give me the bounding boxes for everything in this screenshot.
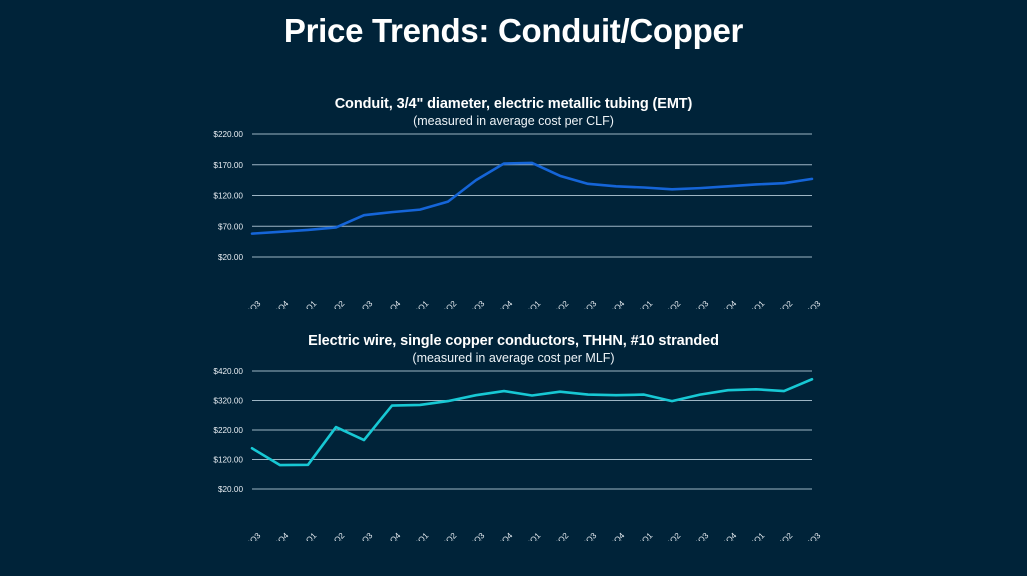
x-axis-tick-label: 2022Q1 (403, 299, 430, 309)
chart-xaxis-conduit: 2020Q32020Q42021Q12021Q22021Q32021Q42022… (235, 299, 822, 309)
x-axis-tick-label: 2025Q3 (795, 299, 822, 309)
x-axis-tick-label: 2020Q4 (263, 299, 290, 309)
x-axis-tick-label: 2023Q4 (599, 299, 626, 309)
chart-svg-conduit: $20.00 $70.00 $120.00 $170.00 $220.00 (213, 130, 814, 262)
x-axis-tick-label: 2022Q3 (459, 299, 486, 309)
x-axis-tick-label: 2023Q4 (599, 531, 626, 541)
y-axis-tick-label: $20.00 (218, 253, 243, 262)
y-axis-tick-label: $120.00 (213, 456, 243, 465)
x-axis-tick-label: 2021Q3 (347, 299, 374, 309)
plot-area-copper: $20.00 $120.00 $220.00 $320.00 $420.00 (0, 365, 1027, 495)
x-axis-tick-label: 2022Q2 (431, 299, 458, 309)
chart-title-conduit: Conduit, 3/4" diameter, electric metalli… (334, 96, 693, 112)
x-axis-tick-label: 2023Q2 (543, 299, 570, 309)
x-axis-tick-label: 2021Q1 (291, 299, 318, 309)
x-axis-tick-label: 2024Q1 (627, 299, 654, 309)
x-axis-tick-label: 2022Q2 (431, 531, 458, 541)
x-axis-tick-label: 2021Q2 (319, 531, 346, 541)
series-line-copper (250, 377, 814, 467)
page-title: Price Trends: Conduit/Copper (283, 12, 744, 49)
y-axis-tick-label: $70.00 (218, 222, 243, 231)
x-axis-tick-label: 2020Q3 (235, 531, 262, 541)
xaxis-area-copper: 2020Q32020Q42021Q12021Q22021Q32021Q42022… (0, 495, 1027, 541)
y-axis-tick-label: $220.00 (213, 130, 243, 139)
x-axis-tick-label: 2022Q1 (403, 531, 430, 541)
y-axis-tick-label: $20.00 (218, 485, 243, 494)
x-axis-tick-label: 2022Q4 (487, 299, 514, 309)
y-axis-tick-label: $120.00 (213, 192, 243, 201)
x-axis-tick-label: 2021Q3 (347, 531, 374, 541)
x-axis-tick-label: 2024Q2 (655, 299, 682, 309)
x-axis-tick-label: 2020Q4 (263, 531, 290, 541)
x-axis-tick-label: 2023Q2 (543, 531, 570, 541)
xaxis-area-conduit: 2020Q32020Q42021Q12021Q22021Q32021Q42022… (0, 263, 1027, 309)
x-axis-tick-label: 2025Q2 (767, 531, 794, 541)
series-line-conduit (250, 161, 814, 235)
x-axis-tick-label: 2025Q2 (767, 299, 794, 309)
y-axis-tick-label: $170.00 (213, 161, 243, 170)
chart-xaxis-copper: 2020Q32020Q42021Q12021Q22021Q32021Q42022… (235, 531, 822, 541)
x-axis-tick-label: 2024Q3 (683, 299, 710, 309)
y-axis-tick-label: $220.00 (213, 426, 243, 435)
x-axis-tick-label: 2021Q1 (291, 531, 318, 541)
x-axis-tick-label: 2025Q1 (739, 531, 766, 541)
y-axis-tick-label: $420.00 (213, 367, 243, 376)
chart-title-copper: Electric wire, single copper conductors,… (308, 333, 719, 349)
x-axis-tick-label: 2023Q3 (571, 531, 598, 541)
x-axis-tick-label: 2024Q3 (683, 531, 710, 541)
chart-svg-copper: $20.00 $120.00 $220.00 $320.00 $420.00 (213, 367, 814, 494)
x-axis-tick-label: 2021Q4 (375, 531, 402, 541)
plot-area-conduit: $20.00 $70.00 $120.00 $170.00 $220.00 (0, 128, 1027, 263)
x-axis-tick-label: 2024Q1 (627, 531, 654, 541)
x-axis-tick-label: 2020Q3 (235, 299, 262, 309)
x-axis-tick-label: 2022Q4 (487, 531, 514, 541)
chart-subtitle-conduit: (measured in average cost per CLF) (413, 114, 614, 128)
x-axis-tick-label: 2025Q1 (739, 299, 766, 309)
x-axis-tick-label: 2024Q4 (711, 299, 738, 309)
chart-subtitle-copper: (measured in average cost per MLF) (412, 351, 615, 365)
chart-block-copper: Electric wire, single copper conductors,… (0, 333, 1027, 541)
x-axis-tick-label: 2024Q4 (711, 531, 738, 541)
x-axis-tick-label: 2022Q3 (459, 531, 486, 541)
x-axis-tick-label: 2023Q1 (515, 531, 542, 541)
x-axis-tick-label: 2023Q1 (515, 299, 542, 309)
y-axis-tick-label: $320.00 (213, 397, 243, 406)
x-axis-tick-label: 2021Q4 (375, 299, 402, 309)
chart-block-conduit: Conduit, 3/4" diameter, electric metalli… (0, 96, 1027, 309)
x-axis-tick-label: 2024Q2 (655, 531, 682, 541)
x-axis-tick-label: 2025Q3 (795, 531, 822, 541)
x-axis-tick-label: 2021Q2 (319, 299, 346, 309)
x-axis-tick-label: 2023Q3 (571, 299, 598, 309)
